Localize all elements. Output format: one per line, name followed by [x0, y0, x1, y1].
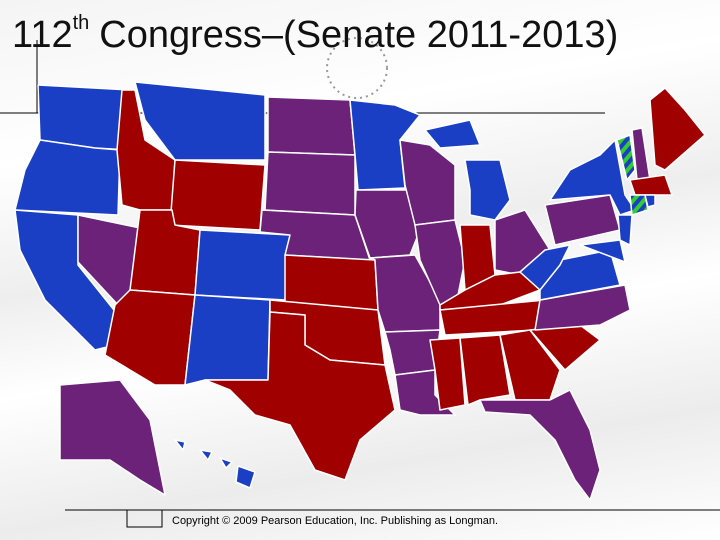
footer-box [126, 509, 163, 528]
title-number: 112 [12, 14, 73, 56]
star-ring [326, 37, 388, 99]
title-text: Congress–(Senate 2011-2013) [99, 14, 619, 56]
slide-title: 112th Congress–(Senate 2011-2013) [12, 12, 618, 57]
copyright: Copyright © 2009 Pearson Education, Inc.… [172, 515, 499, 527]
states [14, 81, 706, 501]
title-suffix: th [72, 12, 90, 34]
